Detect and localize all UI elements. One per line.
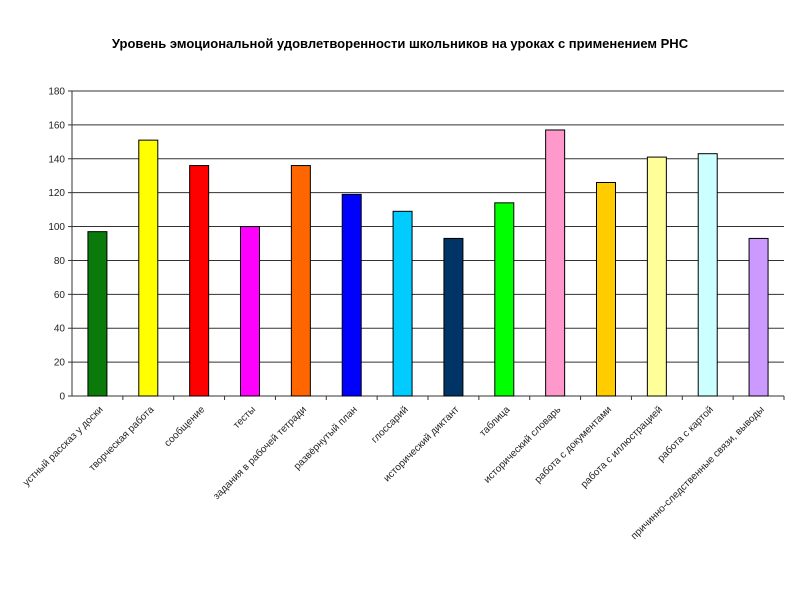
gridlines	[72, 90, 784, 363]
bar	[443, 237, 464, 397]
chart-title: Уровень эмоциональной удовлетворенности …	[111, 36, 689, 51]
bar	[494, 202, 515, 397]
category-label: тесты	[231, 404, 258, 431]
y-tick-label: 40	[54, 324, 66, 335]
y-tick-label: 80	[54, 256, 66, 267]
bar	[545, 129, 566, 397]
bar	[290, 165, 311, 397]
bar	[138, 139, 159, 397]
y-tick-label: 20	[54, 358, 66, 369]
y-tick-label: 0	[59, 392, 65, 403]
category-label: таблица	[477, 403, 513, 439]
y-tick-label: 100	[48, 222, 65, 233]
bars	[87, 129, 769, 397]
bar	[646, 156, 667, 397]
bar	[341, 193, 362, 397]
bar	[596, 182, 616, 397]
category-label: задания в рабочей тетради	[211, 404, 309, 502]
bar	[697, 153, 718, 397]
y-tick-label: 60	[54, 290, 66, 301]
category-label: сообщение	[162, 403, 208, 449]
bar	[189, 165, 210, 397]
axes	[68, 90, 785, 400]
bar	[240, 226, 260, 397]
bar	[748, 237, 769, 397]
y-tick-label: 120	[48, 188, 65, 199]
y-tick-label: 180	[48, 87, 65, 98]
bar	[392, 210, 413, 397]
category-label: устный рассказ у доски	[21, 404, 105, 488]
y-tick-label: 160	[48, 120, 65, 131]
category-label: работа с иллюстрацией	[578, 404, 665, 491]
y-tick-label: 140	[48, 154, 65, 165]
bar	[87, 231, 108, 397]
category-label: глоссарий	[370, 404, 411, 445]
